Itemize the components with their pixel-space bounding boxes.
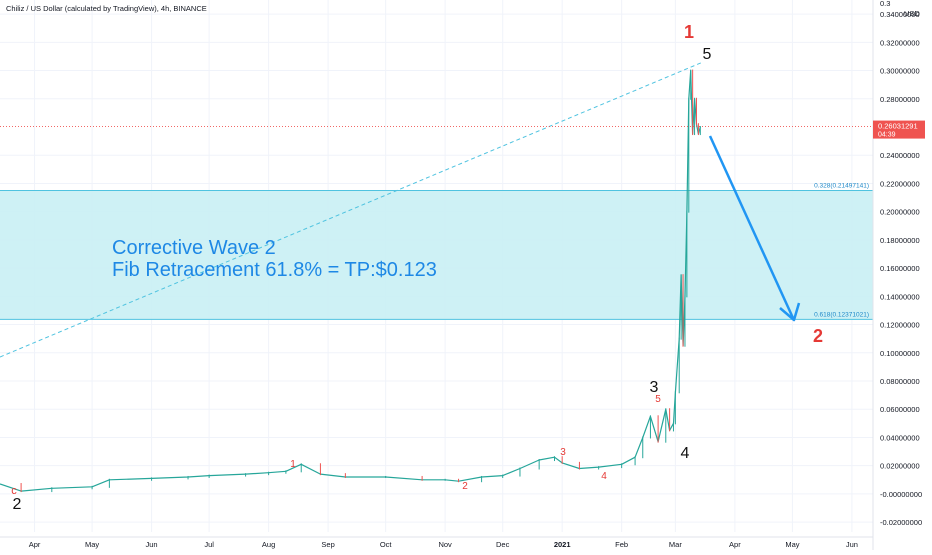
y-tick-label-top: 0.3	[880, 0, 890, 8]
wave-5-label: 5	[703, 46, 712, 63]
corrective-arrow	[708, 135, 795, 319]
y-tick-label: 0.08000000	[880, 377, 920, 386]
x-axis[interactable]: Apr May Jun Jul Aug Sep Oct Nov Dec 2021 Feb Mar Apr…	[0, 536, 873, 549]
minor-wave-5-label: 5	[655, 394, 661, 405]
x-tick-label: Sep	[321, 540, 334, 549]
last-price-badge	[873, 120, 925, 139]
x-tick-label: 2021	[554, 540, 571, 549]
y-tick-label: 0.12000000	[880, 321, 920, 330]
x-tick-label: Feb	[615, 540, 628, 549]
x-tick-label: Jun	[846, 540, 858, 549]
corrective-wave-title: Corrective Wave 2	[112, 237, 276, 259]
price-series-layer	[0, 69, 701, 493]
x-tick-label: Aug	[262, 540, 275, 549]
x-tick-label: May	[85, 540, 99, 549]
x-tick-label: Mar	[669, 540, 682, 549]
minor-wave-2-label: 2	[462, 481, 468, 492]
y-tick-label: 0.28000000	[880, 95, 920, 104]
y-tick-label: 0.16000000	[880, 264, 920, 273]
x-tick-label: Dec	[496, 540, 510, 549]
major-wave-2-label: 2	[813, 326, 823, 346]
major-wave-1-label: 1	[684, 22, 694, 42]
wave-2-label: 2	[13, 496, 22, 513]
y-tick-label: 0.34000000	[880, 10, 920, 19]
x-tick-label: Jun	[146, 540, 158, 549]
y-axis[interactable]: 0.34000000 0.32000000 0.30000000 0.28000000…	[872, 0, 925, 550]
y-tick-label: 0.14000000	[880, 292, 920, 301]
fib-zone-layer: 0.328(0.21497141) 0.618(0.12371021)	[0, 183, 873, 320]
y-tick-label: 0.10000000	[880, 349, 920, 358]
wave-c-label: c	[11, 485, 17, 497]
y-tick-label: 0.32000000	[880, 38, 920, 47]
minor-wave-1-label: 1	[290, 459, 296, 470]
y-tick-label: 0.24000000	[880, 151, 920, 160]
last-price-countdown: 04:39	[878, 132, 896, 139]
chart-title: Chiliz / US Dollar (calculated by Tradin…	[6, 4, 207, 13]
x-tick-label: Apr	[29, 540, 41, 549]
x-tick-label: Nov	[438, 540, 452, 549]
y-tick-label: 0.20000000	[880, 208, 920, 217]
y-tick-label: -0.00000000	[880, 490, 922, 499]
currency-label: USD	[904, 9, 920, 18]
corrective-wave-subtitle: Fib Retracement 61.8% = TP:$0.123	[112, 259, 437, 281]
y-tick-label: 0.02000000	[880, 462, 920, 471]
x-tick-label: Jul	[204, 540, 214, 549]
y-tick-label: -0.02000000	[880, 518, 922, 527]
fib-level-label: 0.328(0.21497141)	[814, 183, 869, 190]
last-price-value: 0.26031291	[878, 122, 918, 131]
y-tick-label: 0.04000000	[880, 433, 920, 442]
minor-wave-3-label: 3	[560, 447, 566, 458]
trendline	[0, 61, 704, 358]
y-tick-label: 0.30000000	[880, 67, 920, 76]
x-tick-label: May	[785, 540, 799, 549]
wave-4-label: 4	[681, 445, 690, 462]
fib-zone	[0, 190, 873, 320]
y-tick-label: 0.06000000	[880, 405, 920, 414]
y-tick-label: 0.18000000	[880, 236, 920, 245]
x-tick-label: Apr	[729, 540, 741, 549]
corrective-arrow-head	[779, 302, 801, 322]
y-tick-label: 0.22000000	[880, 179, 920, 188]
wave-3-label: 3	[650, 379, 659, 396]
x-tick-label: Oct	[380, 540, 393, 549]
minor-wave-4-label: 4	[601, 471, 607, 482]
fib-level-label: 0.618(0.12371021)	[814, 311, 869, 318]
